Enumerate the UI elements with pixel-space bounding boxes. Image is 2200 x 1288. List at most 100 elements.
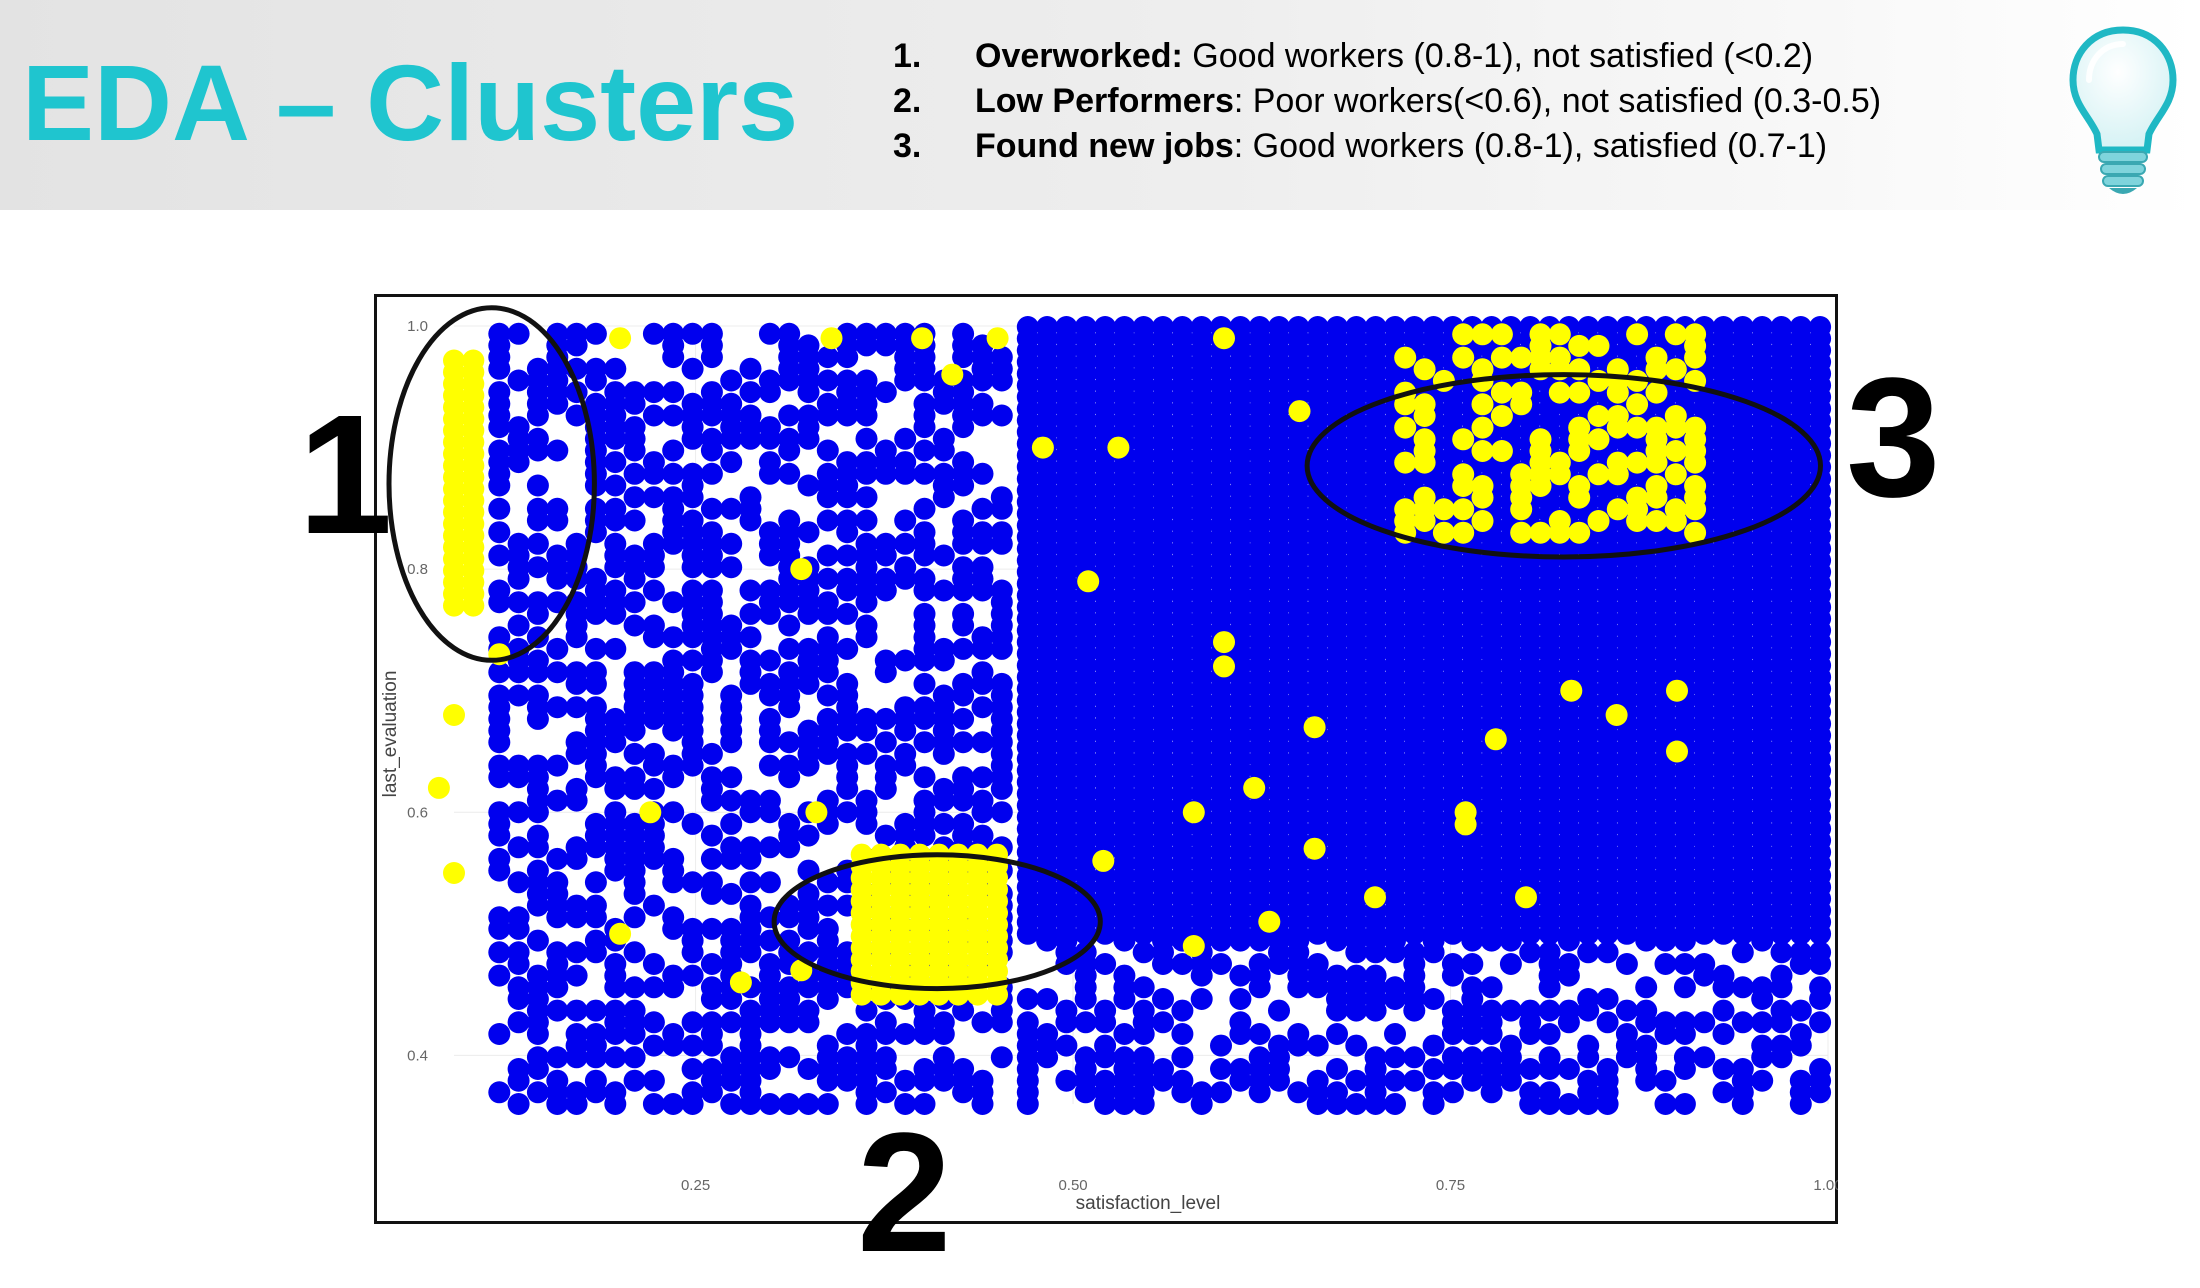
data-point-stayed <box>1229 1011 1252 1034</box>
data-point-left <box>1394 346 1417 369</box>
data-point-stayed <box>971 392 994 415</box>
data-point-stayed <box>720 1046 743 1069</box>
data-point-stayed <box>1132 1046 1155 1069</box>
data-point-stayed <box>720 789 743 812</box>
data-point-stayed <box>836 602 859 625</box>
data-point-stayed <box>700 521 723 544</box>
data-point-stayed <box>816 392 839 415</box>
data-point-stayed <box>894 451 917 474</box>
data-point-left <box>1510 381 1533 404</box>
data-point-stayed <box>913 567 936 590</box>
data-point-stayed <box>894 532 917 555</box>
data-point-stayed <box>932 1046 955 1069</box>
data-point-stayed <box>642 661 665 684</box>
scatter-plot: 0.25 0.50 0.75 1.00 0.4 0.6 0.8 1.0 satisfactio… <box>380 305 1838 1214</box>
data-point-stayed <box>1229 988 1252 1010</box>
data-point-stayed <box>913 602 936 625</box>
data-point-stayed <box>894 1023 917 1045</box>
data-point-stayed <box>546 1069 569 1092</box>
data-point-left <box>1031 436 1054 459</box>
data-point-stayed <box>932 684 955 707</box>
data-point-stayed <box>913 497 936 520</box>
data-point-stayed <box>526 964 549 987</box>
data-point-stayed <box>546 696 569 719</box>
data-point-stayed <box>1113 964 1136 987</box>
data-point-stayed <box>681 672 704 695</box>
data-point-stayed <box>642 976 665 999</box>
data-point-stayed <box>971 696 994 719</box>
data-point-stayed <box>604 497 627 520</box>
data-point-stayed <box>816 567 839 590</box>
data-point-stayed <box>700 1011 723 1034</box>
data-point-stayed <box>488 801 511 824</box>
data-point-stayed <box>1190 1081 1213 1104</box>
data-point-stayed <box>720 532 743 555</box>
data-point-stayed <box>526 824 549 847</box>
data-point-stayed <box>642 894 665 917</box>
data-point-stayed <box>526 556 549 579</box>
data-point-stayed <box>758 521 781 544</box>
data-point-stayed <box>604 707 627 730</box>
data-point-left <box>1490 440 1513 462</box>
data-point-stayed <box>855 427 878 450</box>
legend-item-3: 3. Found new jobs: Good workers (0.8-1), … <box>893 124 1881 169</box>
data-point-stayed <box>1441 953 1464 975</box>
data-point-left <box>1587 463 1610 486</box>
data-point-stayed <box>604 999 627 1022</box>
data-point-stayed <box>623 906 646 929</box>
data-point-stayed <box>1673 1093 1696 1115</box>
data-point-stayed <box>758 672 781 695</box>
data-point-stayed <box>1326 964 1348 987</box>
data-point-stayed <box>681 1011 704 1034</box>
data-point-stayed <box>1596 988 1619 1010</box>
data-point-stayed <box>952 672 975 695</box>
data-point-stayed <box>990 521 1013 544</box>
data-point-left <box>1587 405 1610 427</box>
data-point-left <box>443 862 465 884</box>
data-point-left <box>1303 716 1326 739</box>
data-point-left <box>911 327 934 350</box>
data-point-stayed <box>662 591 685 614</box>
data-point-stayed <box>952 602 975 625</box>
data-point-stayed <box>952 766 975 789</box>
data-point-stayed <box>1287 316 1310 338</box>
data-point-stayed <box>1132 316 1155 338</box>
data-point-left <box>1490 381 1513 404</box>
data-point-stayed <box>1789 316 1812 338</box>
data-point-stayed <box>855 1023 878 1045</box>
data-point-stayed <box>1113 929 1136 952</box>
data-point-stayed <box>1538 1023 1561 1045</box>
slide-title: EDA – Clusters <box>22 42 799 163</box>
data-point-left <box>1107 436 1130 459</box>
data-point-stayed <box>1384 929 1406 952</box>
data-point-stayed <box>642 404 665 427</box>
data-point-left <box>1664 463 1687 486</box>
data-point-stayed <box>700 766 723 789</box>
data-point-left <box>1684 475 1707 497</box>
data-point-stayed <box>488 847 511 870</box>
data-point-left <box>1364 886 1386 909</box>
data-point-stayed <box>526 591 549 614</box>
data-point-stayed <box>836 1023 859 1045</box>
data-point-stayed <box>1712 1023 1735 1045</box>
data-point-stayed <box>507 1093 530 1115</box>
data-point-stayed <box>546 637 569 660</box>
data-point-left <box>1548 346 1571 369</box>
data-point-stayed <box>488 1023 511 1045</box>
data-point-stayed <box>546 789 569 812</box>
data-point-left <box>1548 323 1571 346</box>
data-point-stayed <box>1326 929 1348 952</box>
data-point-stayed <box>1345 1034 1368 1057</box>
data-point-stayed <box>778 404 801 427</box>
data-point-stayed <box>758 754 781 777</box>
data-point-stayed <box>739 486 762 509</box>
data-point-stayed <box>1770 964 1793 987</box>
data-point-stayed <box>507 614 530 637</box>
data-point-stayed <box>584 812 607 835</box>
data-point-stayed <box>720 369 743 392</box>
data-point-stayed <box>1074 1011 1097 1034</box>
data-point-left <box>1452 463 1475 486</box>
data-point-stayed <box>1326 316 1348 338</box>
data-point-stayed <box>584 322 607 345</box>
data-point-stayed <box>604 474 627 497</box>
